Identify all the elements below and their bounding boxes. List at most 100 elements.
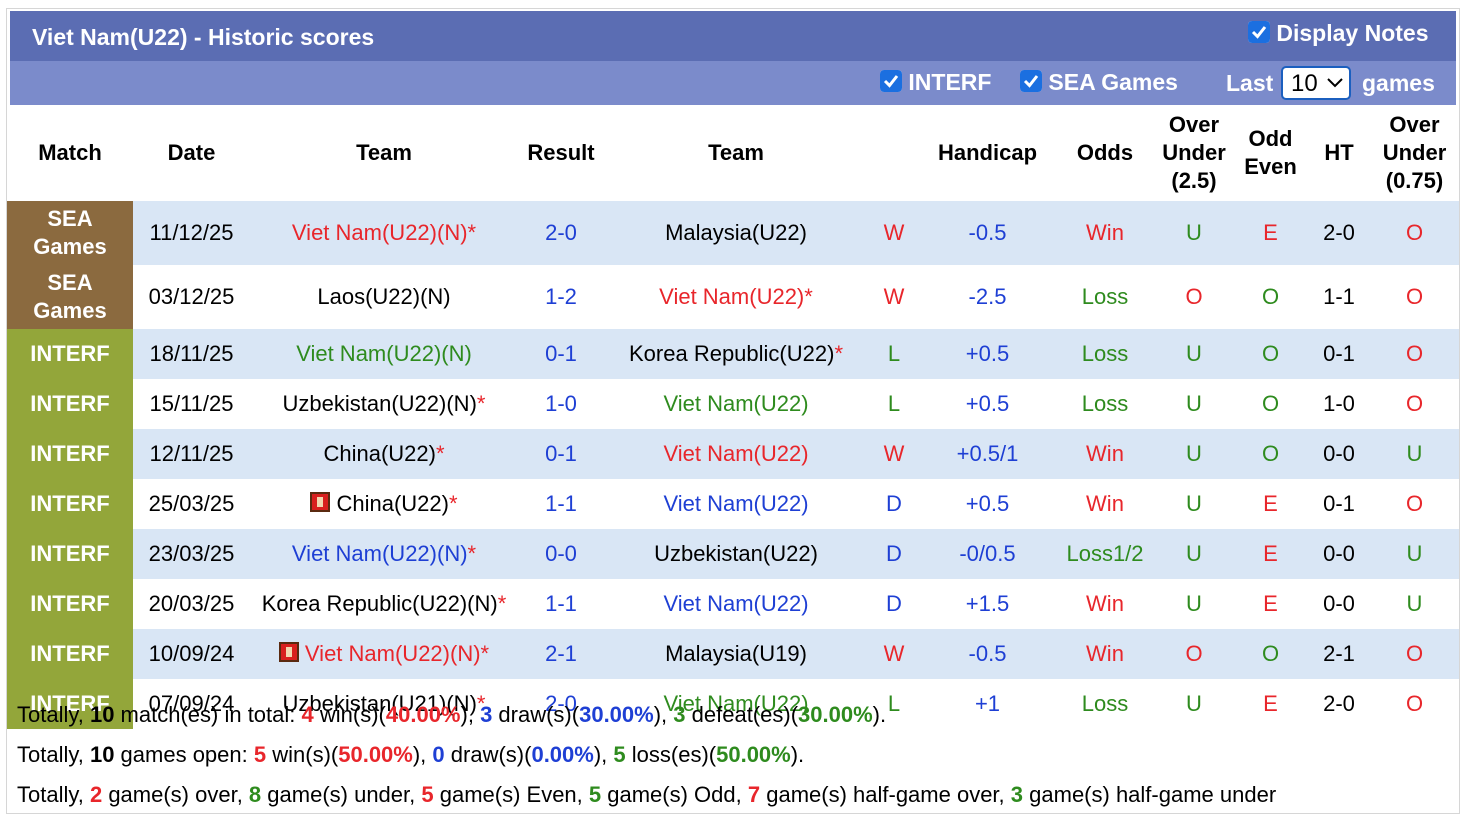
team: Viet Nam(U22)(N)* <box>291 541 477 566</box>
column-header: Over Under (2.5) <box>1162 112 1226 193</box>
column-header: Odds <box>1076 140 1134 165</box>
result: 0-0 <box>518 529 604 579</box>
odds-result: Win <box>1055 201 1155 265</box>
team-cell: Viet Nam(U22) <box>604 479 868 529</box>
handicap: +0.5 <box>965 491 1010 516</box>
competition: INTERF <box>7 679 133 729</box>
over-under-ht: U <box>1370 429 1459 479</box>
result: 1-0 <box>545 391 577 416</box>
team: Malaysia(U22) <box>665 220 807 245</box>
handicap: -2.5 <box>968 284 1007 309</box>
display-notes[interactable]: Display Notes <box>1248 20 1429 47</box>
team: China(U22)* <box>323 441 445 466</box>
dropdown-arrow <box>1327 78 1343 88</box>
summary-text: game(s) under, <box>261 782 422 807</box>
date: 20/03/25 <box>148 591 235 616</box>
column-header: Over Under (0.75) <box>1382 112 1447 193</box>
match-row: INTERF 25/03/25 China(U22)* 1-1 Viet Nam(U22… <box>7 479 1459 529</box>
result: 2-0 <box>518 201 604 265</box>
summary-value: 40.00% <box>385 702 461 727</box>
odd-even: E <box>1233 201 1308 265</box>
checkbox[interactable] <box>1248 21 1270 43</box>
column-header: Result <box>527 140 595 165</box>
team-cell: Malaysia(U19) <box>604 629 868 679</box>
summary-value: 3 <box>480 702 493 727</box>
odds-result: Loss1/2 <box>1055 529 1155 579</box>
summary-value: 5 <box>253 742 267 767</box>
odd-even: E <box>1233 529 1308 579</box>
summary-text: game(s) half-game under <box>1023 782 1277 807</box>
summary-text: draw(s)( <box>492 702 580 727</box>
game-count-select[interactable]: 10 <box>1281 66 1351 100</box>
interf-filter[interactable]: INTERF <box>880 69 991 96</box>
summary-text: defeat(es)( <box>685 702 799 727</box>
over-under: U <box>1186 691 1202 716</box>
over-under: U <box>1186 591 1202 616</box>
half-time: 1-0 <box>1323 391 1355 416</box>
over-under: U <box>1155 529 1233 579</box>
odd-even: O <box>1233 429 1308 479</box>
odds-result: Loss <box>1055 329 1155 379</box>
summary-value: 10 <box>89 742 115 767</box>
star: * <box>834 341 843 366</box>
competition: SEA Games <box>7 265 133 329</box>
match-row: INTERF 12/11/25 China(U22)* 0-1 Viet Nam(U22… <box>7 429 1459 479</box>
team-cell: Laos(U22)(N) <box>250 265 518 329</box>
odd-even: O <box>1233 629 1308 679</box>
page: Viet Nam(U22) - Historic scores Display … <box>6 8 1460 814</box>
over-under-ht: U <box>1370 529 1459 579</box>
team: Viet Nam(U22) <box>663 491 809 516</box>
summary: Totally, 10 match(es) in total: 4 win(s)… <box>17 699 1277 813</box>
scores-table: Match Date Team Result Team Handicap Odds Over … <box>7 105 1459 729</box>
filter-bar: INTERF SEA Games Last 10 games <box>10 61 1456 105</box>
over-under-ht: O <box>1370 629 1459 679</box>
sea-games-filter[interactable]: SEA Games <box>1020 69 1178 96</box>
column-header: Date <box>167 140 216 165</box>
flag-icon <box>310 492 331 512</box>
handicap: +0.5 <box>965 391 1010 416</box>
competition: INTERF <box>7 629 133 679</box>
over-under: U <box>1186 491 1202 516</box>
summary-line: Totally, 10 match(es) in total: 4 win(s)… <box>17 699 1276 739</box>
over-under-ht: O <box>1370 329 1459 379</box>
team-cell: Viet Nam(U22)(N)* <box>250 529 518 579</box>
team-cell: China(U22)* <box>250 429 518 479</box>
team: Viet Nam(U22) <box>663 591 809 616</box>
over-under-ht: O <box>1405 284 1424 309</box>
result: 2-1 <box>518 629 604 679</box>
checkbox[interactable] <box>1020 70 1042 92</box>
star: * <box>467 541 477 566</box>
match-row: INTERF 10/09/24 Viet Nam(U22)(N)* 2-1 Malays… <box>7 629 1459 679</box>
column-header: Team <box>708 140 764 165</box>
match-row: INTERF 15/11/25 Uzbekistan(U22)(N)* 1-0 Viet… <box>7 379 1459 429</box>
summary-value: 0 <box>432 742 445 767</box>
odds-result: Win <box>1055 629 1155 679</box>
half-time: 0-1 <box>1308 329 1370 379</box>
summary-line: Totally, 2 game(s) over, 8 game(s) under… <box>17 779 1277 813</box>
summary-value: 30.00% <box>579 702 654 727</box>
half-time: 2-0 <box>1308 201 1370 265</box>
summary-value: 30.00% <box>798 702 873 727</box>
summary-text: games open: <box>114 742 254 767</box>
star: * <box>448 491 458 516</box>
team-cell: Viet Nam(U22)(N)* <box>250 201 518 265</box>
handicap: +0.5/1 <box>920 429 1055 479</box>
team-cell: Viet Nam(U22)* <box>604 265 868 329</box>
result: 2-0 <box>545 691 577 716</box>
outcome: W <box>868 629 920 679</box>
checkbox[interactable] <box>880 70 902 92</box>
summary-text: ). <box>872 702 887 727</box>
match-row: INTERF 20/03/25 Korea Republic(U22)(N)* 1-1… <box>7 579 1459 629</box>
team-cell: Viet Nam(U22) <box>604 679 868 729</box>
summary-text: game(s) half-game over, <box>760 782 1011 807</box>
outcome: L <box>887 391 901 416</box>
summary-text: ), <box>460 702 481 727</box>
summary-text: ), <box>593 742 614 767</box>
odds-result: Loss <box>1081 391 1129 416</box>
handicap: +0.5 <box>920 329 1055 379</box>
match-row: SEA Games 03/12/25 Laos(U22)(N) 1-2 Viet Nam… <box>7 265 1459 329</box>
table-body: SEA Games 11/12/25 Viet Nam(U22)(N)* 2-0 Mal… <box>7 201 1459 729</box>
competition: INTERF <box>7 479 133 529</box>
summary-value: 50.00% <box>716 742 791 767</box>
date: 03/12/25 <box>148 284 235 309</box>
